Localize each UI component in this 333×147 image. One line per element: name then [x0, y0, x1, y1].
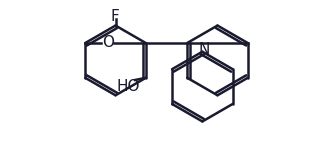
Text: HO: HO — [117, 79, 140, 94]
Text: N: N — [198, 42, 210, 57]
Text: F: F — [110, 9, 119, 24]
Text: O: O — [102, 35, 114, 50]
